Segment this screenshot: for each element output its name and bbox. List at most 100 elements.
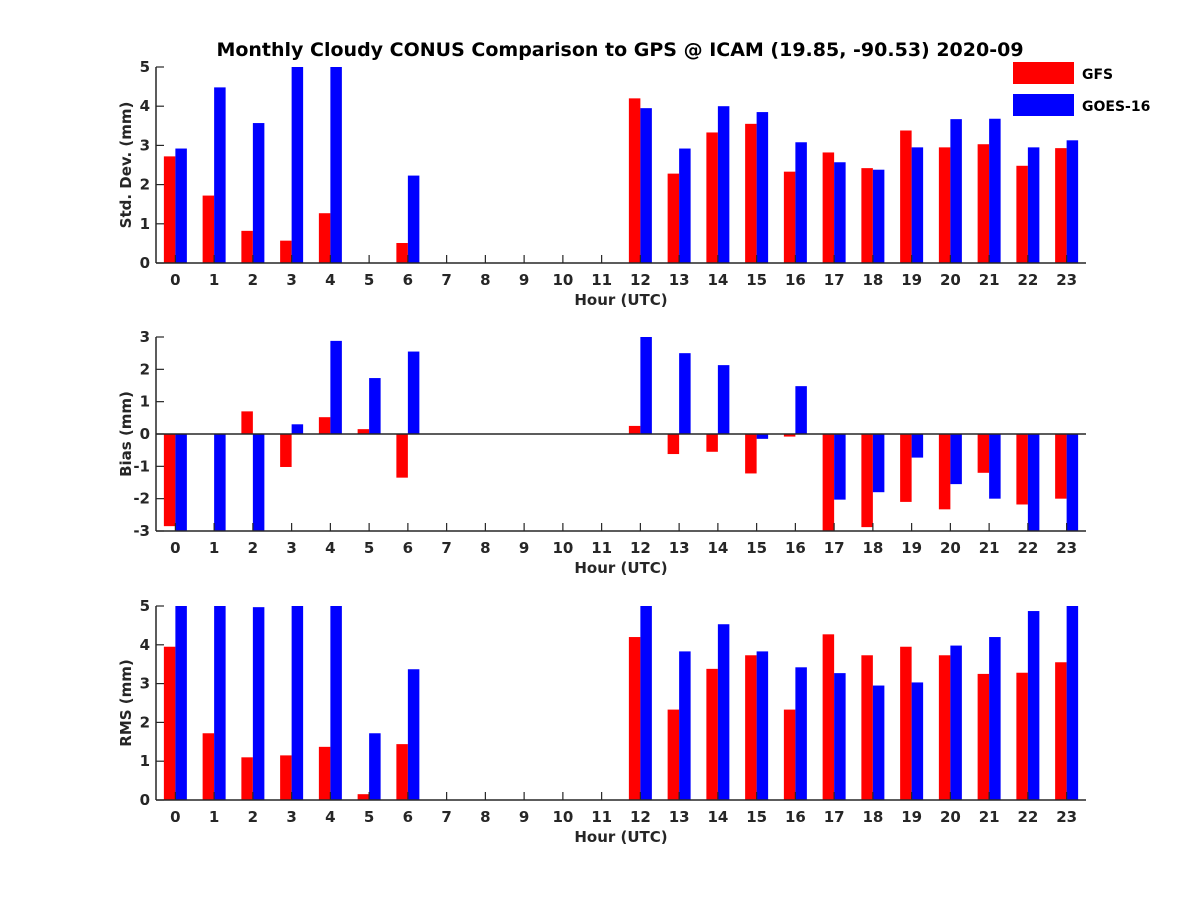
x-tick-label: 22 [1017,808,1038,826]
y-tick-label: 1 [140,215,150,233]
bar-goes-16-hour-14 [717,365,730,434]
x-tick-label: 9 [519,271,529,289]
bar-goes-16-hour-22 [1027,611,1040,800]
x-tick-label: 4 [325,271,335,289]
bar-gfs-hour-16 [783,171,796,263]
bar-goes-16-hour-20 [950,434,962,485]
y-tick-label: 0 [140,425,150,443]
bar-goes-16-hour-4 [330,606,342,800]
bar-gfs-hour-5 [357,429,370,434]
bar-gfs-hour-13 [667,434,680,455]
bar-gfs-hour-20 [938,434,951,510]
x-tick-label: 14 [707,271,728,289]
x-tick-label: 20 [940,271,961,289]
bar-goes-16-hour-4 [330,67,342,263]
bar-gfs-hour-22 [1016,434,1028,505]
bar-gfs-hour-14 [706,132,718,263]
x-tick-label: 18 [862,808,883,826]
bar-gfs-hour-2 [241,411,253,434]
y-tick-label: 2 [140,713,150,731]
x-tick-label: 23 [1056,271,1077,289]
bar-gfs-hour-5 [357,794,370,800]
x-tick-label: 10 [552,271,573,289]
y-tick-label: 2 [140,176,150,194]
bar-gfs-hour-17 [822,152,835,263]
y-tick-label: 5 [140,597,150,615]
bar-gfs-hour-4 [318,213,331,263]
bar-gfs-hour-19 [900,130,912,263]
bar-goes-16-hour-2 [252,123,265,263]
bar-gfs-hour-1 [202,195,215,263]
x-tick-label: 20 [940,539,961,557]
bar-gfs-hour-18 [861,168,873,263]
bar-goes-16-hour-21 [989,434,1001,499]
bar-gfs-hour-14 [706,668,718,800]
bar-goes-16-hour-2 [252,434,265,531]
bar-goes-16-hour-12 [640,108,652,263]
bar-goes-16-hour-2 [252,607,265,800]
bar-goes-16-hour-22 [1027,434,1040,531]
x-tick-label: 20 [940,808,961,826]
y-tick-label: 3 [140,675,150,693]
bar-goes-16-hour-5 [369,733,381,800]
bar-goes-16-hour-17 [834,162,846,263]
x-tick-label: 8 [480,271,490,289]
bar-gfs-hour-0 [163,434,176,527]
bar-gfs-hour-12 [628,98,641,263]
x-tick-label: 19 [901,808,922,826]
x-tick-label: 12 [630,539,651,557]
bar-gfs-hour-2 [241,230,253,263]
bar-goes-16-hour-23 [1066,606,1079,800]
bar-goes-16-hour-17 [834,673,846,800]
bar-goes-16-hour-12 [640,337,652,434]
bar-goes-16-hour-19 [911,682,924,800]
x-tick-label: 14 [707,808,728,826]
y-tick-label: 1 [140,752,150,770]
x-tick-label: 1 [209,539,219,557]
bar-gfs-hour-20 [938,655,951,800]
x-tick-label: 0 [170,271,180,289]
bar-gfs-hour-19 [900,646,912,800]
x-axis-label: Hour (UTC) [574,291,667,309]
legend-label-goes-16: GOES-16 [1082,99,1150,115]
chart-title: Monthly Cloudy CONUS Comparison to GPS @… [216,39,1023,61]
bar-goes-16-hour-13 [679,651,691,800]
bar-goes-16-hour-23 [1066,434,1079,531]
chart-legend: GFS GOES-16 [1013,62,1150,116]
bar-goes-16-hour-18 [872,169,885,263]
bar-gfs-hour-18 [861,434,873,528]
bar-gfs-hour-16 [783,709,796,800]
x-tick-label: 1 [209,808,219,826]
bar-goes-16-hour-0 [175,606,187,800]
bar-gfs-hour-4 [318,746,331,800]
x-tick-label: 4 [325,808,335,826]
bar-goes-16-hour-18 [872,434,885,493]
y-tick-label: 0 [140,254,150,272]
x-axis-label: Hour (UTC) [574,559,667,577]
x-tick-label: 21 [979,808,1000,826]
x-tick-label: 7 [441,539,451,557]
x-tick-label: 17 [824,539,845,557]
x-tick-label: 22 [1017,271,1038,289]
bar-goes-16-hour-15 [756,112,769,263]
x-tick-label: 11 [591,539,612,557]
legend-swatch-goes-16 [1013,94,1074,116]
x-tick-label: 3 [286,539,296,557]
bar-goes-16-hour-21 [989,118,1001,263]
bar-gfs-hour-14 [706,434,718,452]
y-axis-label: Std. Dev. (mm) [117,102,135,229]
x-tick-label: 2 [248,539,258,557]
y-tick-label: 0 [140,791,150,809]
x-tick-label: 19 [901,539,922,557]
x-tick-label: 16 [785,271,806,289]
bar-gfs-hour-19 [900,434,912,502]
x-tick-label: 2 [248,271,258,289]
bar-goes-16-hour-18 [872,685,885,800]
x-tick-label: 9 [519,808,529,826]
y-tick-label: 1 [140,393,150,411]
y-axis-label: RMS (mm) [117,659,135,746]
x-tick-label: 10 [552,808,573,826]
bar-goes-16-hour-5 [369,378,381,434]
x-tick-label: 15 [746,808,767,826]
